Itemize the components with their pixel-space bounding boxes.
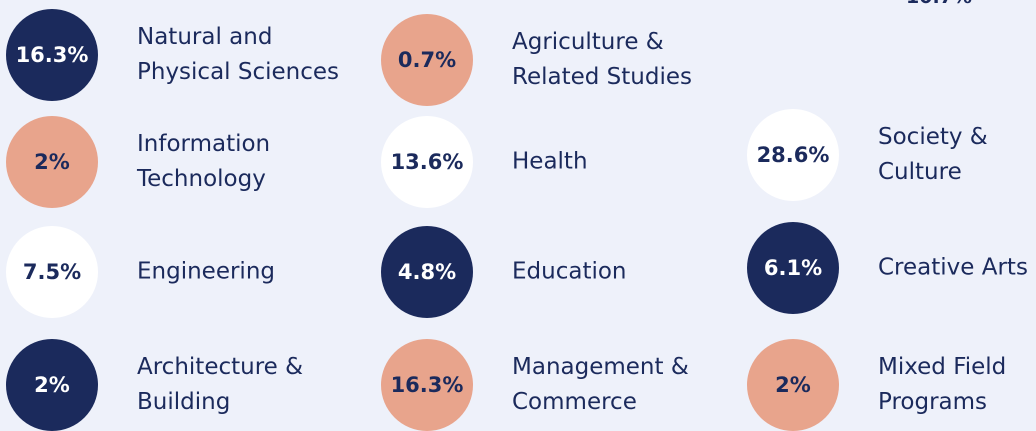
field-label: Creative Arts <box>878 251 1028 286</box>
field-label: Society & Culture <box>878 120 988 190</box>
field-label: Management & Commerce <box>512 350 689 420</box>
label-line: Physical Sciences <box>137 59 340 85</box>
label-line: Mixed Field <box>878 354 1007 380</box>
field-label: Architecture & Building <box>137 350 303 420</box>
field-label: Education <box>512 255 627 290</box>
value-circle: 2% <box>6 116 98 208</box>
label-line: Architecture & <box>137 354 304 380</box>
field-label: Information Technology <box>137 127 270 197</box>
label-line: Building <box>137 389 231 415</box>
value-circle: 7.5% <box>6 226 98 318</box>
field-label: Natural and Physical Sciences <box>137 20 339 90</box>
label-line: Culture <box>878 159 962 185</box>
label-line: Creative Arts <box>878 254 1028 281</box>
value-circle: 13.6% <box>381 116 473 208</box>
label-line: Technology <box>137 166 266 192</box>
label-line: Engineering <box>137 258 275 285</box>
label-line: Programs <box>878 389 988 415</box>
label-line: Management & <box>512 354 689 380</box>
field-label: Mixed Field Programs <box>878 350 1006 420</box>
label-line: Commerce <box>512 389 637 415</box>
value-circle: 2% <box>6 339 98 431</box>
label-line: Society & <box>878 124 988 150</box>
value-circle: 16.3% <box>6 9 98 101</box>
cropped-value: 10.7% <box>906 0 972 8</box>
field-label: Health <box>512 145 588 180</box>
label-line: Natural and <box>137 24 273 50</box>
value-circle: 28.6% <box>747 109 839 201</box>
field-label: Agriculture & Related Studies <box>512 25 692 95</box>
field-label: Engineering <box>137 255 275 290</box>
label-line: Health <box>512 148 588 175</box>
value-circle: 6.1% <box>747 222 839 314</box>
label-line: Agriculture & <box>512 29 664 55</box>
value-circle: 4.8% <box>381 226 473 318</box>
value-circle: 0.7% <box>381 14 473 106</box>
value-circle: 16.3% <box>381 339 473 431</box>
label-line: Education <box>512 258 627 285</box>
label-line: Related Studies <box>512 64 692 90</box>
value-circle: 2% <box>747 339 839 431</box>
label-line: Information <box>137 131 271 157</box>
